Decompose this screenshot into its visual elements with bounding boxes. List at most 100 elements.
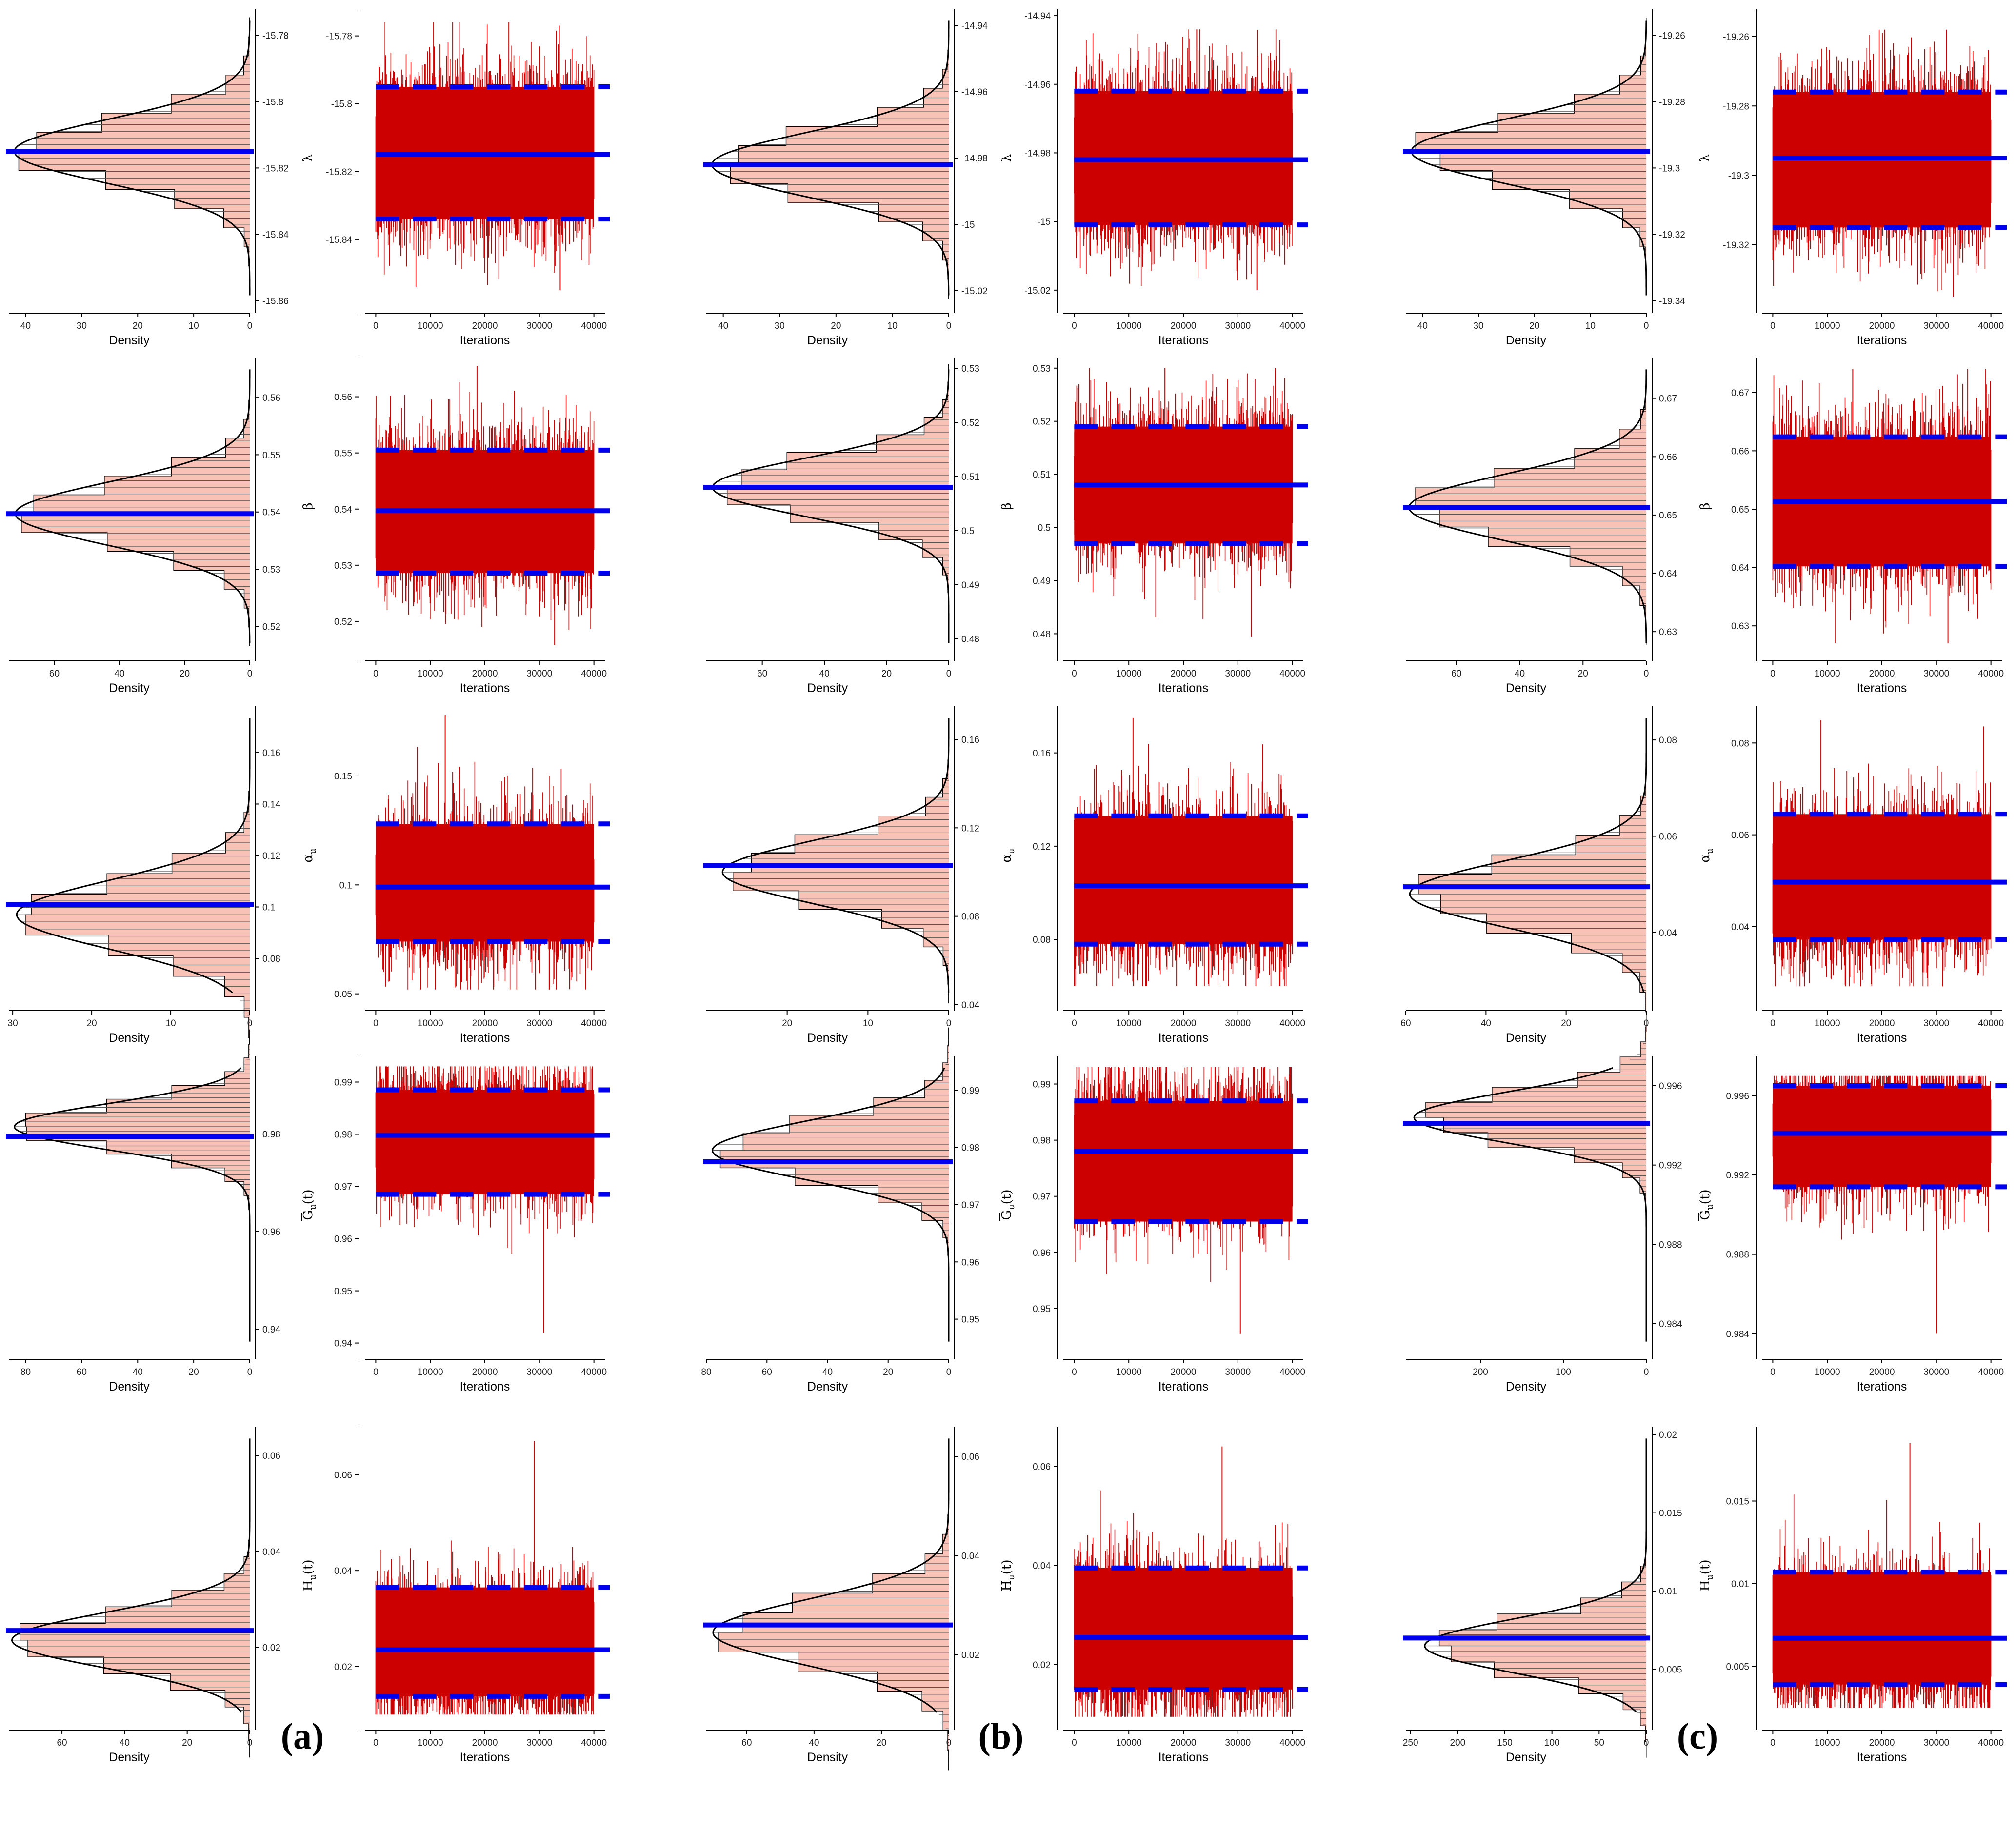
- x-tick-label: 20: [189, 1367, 199, 1377]
- histogram-panel-H_u-c: 250 200 150 100 50 0 0.005 0.01 0.015 0.02 Density: [1403, 1427, 1682, 1764]
- trace-spikes: [1772, 1494, 1992, 1708]
- x-tick-label: 40: [819, 669, 830, 679]
- x-axis-title: Iterations: [1857, 681, 1907, 695]
- x-tick-label: 20000: [1171, 1367, 1197, 1377]
- y-tick-label: 0.04: [1731, 922, 1749, 933]
- x-tick-label: 40: [809, 1738, 819, 1748]
- x-tick-label: 40000: [1279, 669, 1305, 679]
- x-tick-label: 0: [373, 1367, 379, 1377]
- histogram-bar: [1576, 835, 1646, 855]
- histogram-bar: [174, 189, 250, 209]
- y-tick-label: 0.97: [1033, 1192, 1051, 1202]
- histogram-bar: [1580, 1598, 1646, 1614]
- density-curve: [712, 369, 950, 643]
- trace-panel-beta-b: 0 10000 20000 30000 40000 0.48 0.49 0.5 0.51 0.52…: [999, 358, 1308, 695]
- x-tick-label: 30000: [1225, 1018, 1251, 1029]
- histogram-panel-G_u-c: 200 100 0 0.984 0.988 0.992 0.996 Density: [1403, 1011, 1682, 1393]
- y-tick-label: -14.98: [961, 154, 988, 164]
- histogram-bar: [786, 126, 949, 146]
- y-tick-label: 0.04: [1033, 1561, 1051, 1572]
- y-axis-subscript: u: [1705, 1204, 1715, 1210]
- x-tick-label: 10000: [1116, 669, 1142, 679]
- histogram-bar: [1439, 507, 1646, 527]
- x-tick-label: 40: [20, 321, 31, 331]
- y-tick-label: 0.65: [1659, 511, 1677, 521]
- density-curve: [14, 1067, 251, 1342]
- y-tick-label: 0.99: [334, 1078, 352, 1088]
- x-tick-label: 0: [1072, 1738, 1077, 1748]
- y-tick-label: 0.15: [334, 772, 352, 782]
- y-tick-label: 0.63: [1731, 621, 1749, 632]
- x-tick-label: 60: [762, 1367, 772, 1377]
- histogram-panel-beta-b: 60 40 20 0 0.48 0.49 0.5 0.51 0.52 0.53 Density: [703, 358, 979, 695]
- y-axis-subscript: u: [1006, 1204, 1017, 1210]
- density-curve: [711, 1067, 950, 1342]
- x-tick-label: 0: [247, 321, 253, 331]
- x-tick-label: 30000: [1923, 669, 1949, 679]
- y-tick-label: 0.94: [334, 1339, 352, 1349]
- y-tick-label: -19.32: [1723, 240, 1749, 251]
- histogram-bar: [788, 183, 949, 203]
- y-tick-label: 0.01: [1731, 1579, 1749, 1590]
- histogram-bar: [105, 170, 250, 190]
- x-tick-label: 0: [373, 1738, 379, 1748]
- x-axis-title: Density: [109, 681, 150, 695]
- y-tick-label: 0.04: [961, 1000, 979, 1011]
- histogram-bar: [874, 1097, 949, 1115]
- y-tick-label: 0.64: [1731, 563, 1749, 574]
- y-tick-label: -15.86: [262, 296, 289, 306]
- x-tick-label: 40000: [1978, 1018, 2004, 1029]
- x-tick-label: 0: [946, 1018, 952, 1029]
- histogram-bar: [1640, 56, 1646, 75]
- x-tick-label: 30000: [1225, 669, 1251, 679]
- histogram-bar: [171, 1154, 250, 1168]
- y-axis-subscript: u: [1705, 848, 1715, 854]
- density-curve: [11, 1438, 251, 1713]
- trace-spikes: [1074, 368, 1293, 619]
- y-tick-label: 0.06: [1033, 1462, 1051, 1472]
- x-tick-label: 40: [120, 1738, 130, 1748]
- y-tick-label: 0.16: [961, 735, 979, 745]
- x-tick-label: 40000: [1978, 669, 2004, 679]
- x-tick-label: 10000: [418, 1018, 443, 1029]
- histogram-bar: [878, 202, 949, 222]
- histogram-bar: [799, 891, 949, 910]
- histogram-bar: [719, 1632, 949, 1652]
- x-tick-label: 30000: [1923, 1367, 1949, 1377]
- histogram-bar: [1492, 855, 1646, 875]
- y-tick-label: 0.08: [262, 954, 280, 964]
- y-axis-title: Gu(t): [301, 1189, 318, 1220]
- y-tick-label: 0.67: [1731, 388, 1749, 398]
- histogram-bar: [104, 476, 250, 495]
- x-tick-label: 40000: [1978, 1367, 2004, 1377]
- x-tick-label: 0: [1770, 321, 1776, 331]
- x-tick-label: 20000: [472, 321, 498, 331]
- histogram-bar: [1640, 1042, 1646, 1057]
- y-tick-label: -15.78: [326, 32, 352, 42]
- trace-panel-beta-c: 0 10000 20000 30000 40000 0.63 0.64 0.65 0.66 0.6…: [1698, 358, 2007, 695]
- histogram-bar: [1488, 1133, 1646, 1148]
- x-tick-label: 20000: [1171, 321, 1197, 331]
- histogram-bar: [172, 1590, 250, 1607]
- x-axis-title: Iterations: [1158, 1751, 1209, 1764]
- histogram-bar: [1640, 1710, 1646, 1726]
- x-tick-label: 20000: [1869, 1738, 1895, 1748]
- x-tick-label: 10000: [1815, 1367, 1840, 1377]
- histogram-panel-H_u-a: 60 40 20 0 0.02 0.04 0.06 Density: [6, 1427, 280, 1764]
- trace-spikes: [375, 382, 595, 630]
- histogram-bar: [101, 113, 250, 133]
- histogram-bar: [172, 853, 250, 874]
- x-tick-label: 10000: [1815, 321, 1840, 331]
- histogram-bar: [872, 1573, 949, 1593]
- y-tick-label: 0.04: [262, 1547, 280, 1557]
- x-axis-title: Iterations: [460, 1380, 510, 1393]
- y-axis-subscript: u: [1006, 848, 1017, 854]
- histogram-bar: [1574, 94, 1646, 114]
- histogram-bar: [948, 1045, 949, 1063]
- y-tick-label: 0.02: [1659, 1430, 1677, 1440]
- y-tick-label: 0.08: [1033, 935, 1051, 945]
- y-tick-label: 0.99: [1033, 1080, 1051, 1090]
- x-tick-label: 30000: [1923, 321, 1949, 331]
- x-tick-label: 20000: [472, 1018, 498, 1029]
- histogram-bar: [789, 1115, 949, 1133]
